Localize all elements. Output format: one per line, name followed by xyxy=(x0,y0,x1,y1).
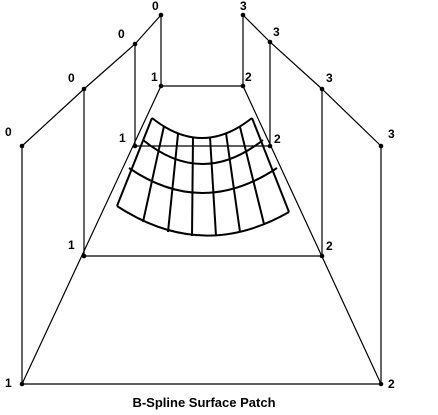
surface-patch xyxy=(116,117,290,237)
label-row3-b: 3 xyxy=(273,25,280,39)
control-point xyxy=(319,86,325,92)
control-polyline-row3 xyxy=(242,14,382,147)
control-point xyxy=(319,253,325,259)
label-row2-c: 2 xyxy=(326,239,333,253)
patch-isoline-6 xyxy=(239,126,265,225)
patch-left-edge xyxy=(116,117,153,207)
control-point xyxy=(81,253,87,259)
label-row1-a: 1 xyxy=(151,70,158,84)
label-row1-c: 1 xyxy=(68,238,75,252)
control-point xyxy=(240,83,246,89)
control-point xyxy=(158,12,164,18)
control-point xyxy=(158,83,164,89)
label-row2-a: 2 xyxy=(245,70,252,84)
control-point xyxy=(267,39,273,45)
control-point xyxy=(81,86,87,92)
label-row3-a: 3 xyxy=(240,0,247,13)
control-point xyxy=(378,143,384,149)
patch-curve-2 xyxy=(142,139,264,165)
diagram-caption: B-Spline Surface Patch xyxy=(132,395,275,410)
patch-isoline-4 xyxy=(209,136,217,237)
patch-isoline-5 xyxy=(225,132,241,233)
label-row0-d: 0 xyxy=(5,125,12,139)
control-point xyxy=(378,381,384,387)
patch-top-curve xyxy=(151,117,253,139)
patch-right-edge xyxy=(251,117,290,213)
label-row0-a: 0 xyxy=(152,0,159,13)
control-point xyxy=(132,41,138,47)
control-points xyxy=(19,12,384,387)
patch-bottom-curve xyxy=(116,205,290,237)
label-row0-c: 0 xyxy=(68,71,75,85)
control-polyline-row0 xyxy=(21,14,162,147)
label-row3-c: 3 xyxy=(326,71,333,85)
control-point xyxy=(240,12,246,18)
control-point xyxy=(267,143,273,149)
label-row1-b: 1 xyxy=(119,131,126,145)
label-row1-d: 1 xyxy=(5,376,12,390)
label-row2-b: 2 xyxy=(274,132,281,146)
control-point xyxy=(19,143,25,149)
control-point xyxy=(19,381,25,387)
patch-curve-3 xyxy=(128,167,278,194)
control-point xyxy=(132,143,138,149)
label-row0-b: 0 xyxy=(118,27,125,41)
patch-isoline-3 xyxy=(191,136,194,237)
label-row2-d: 2 xyxy=(388,377,395,391)
patch-isoline-2 xyxy=(167,133,179,233)
patch-isoline-1 xyxy=(142,125,165,223)
label-row3-d: 3 xyxy=(388,127,395,141)
